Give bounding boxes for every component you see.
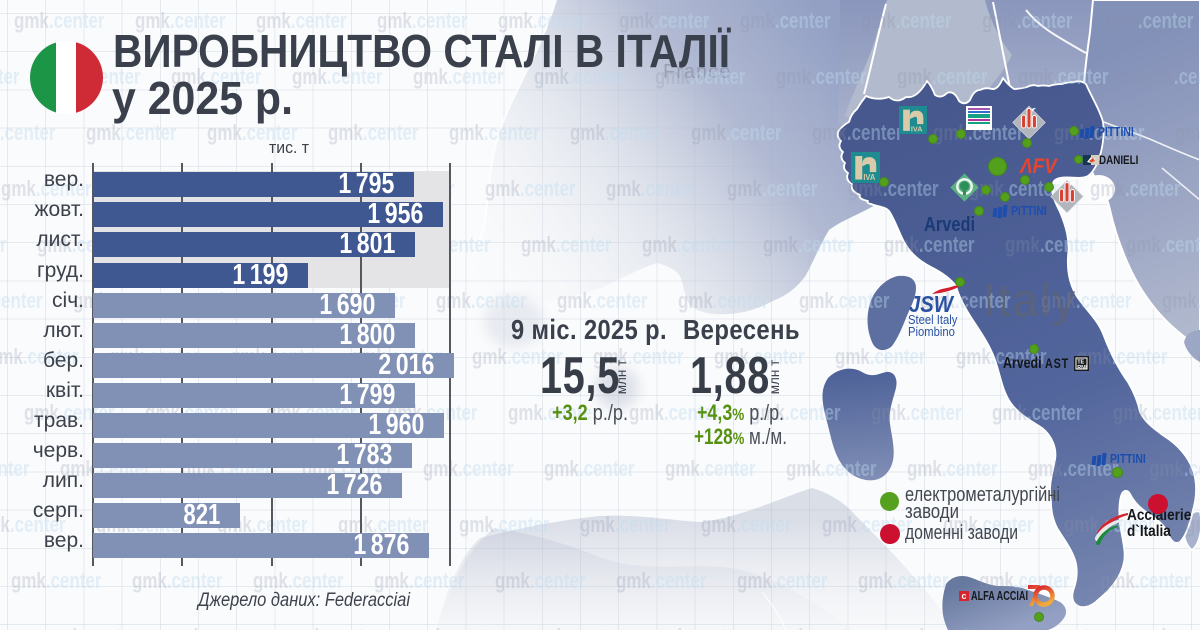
svg-text:Italy: Italy xyxy=(983,274,1077,326)
svg-text:RNI: RNI xyxy=(1077,365,1087,371)
svg-text:IVA: IVA xyxy=(911,124,923,133)
svg-text:TE: TE xyxy=(1077,360,1084,366)
svg-text:IVA: IVA xyxy=(863,173,875,182)
svg-text:France: France xyxy=(663,61,731,83)
